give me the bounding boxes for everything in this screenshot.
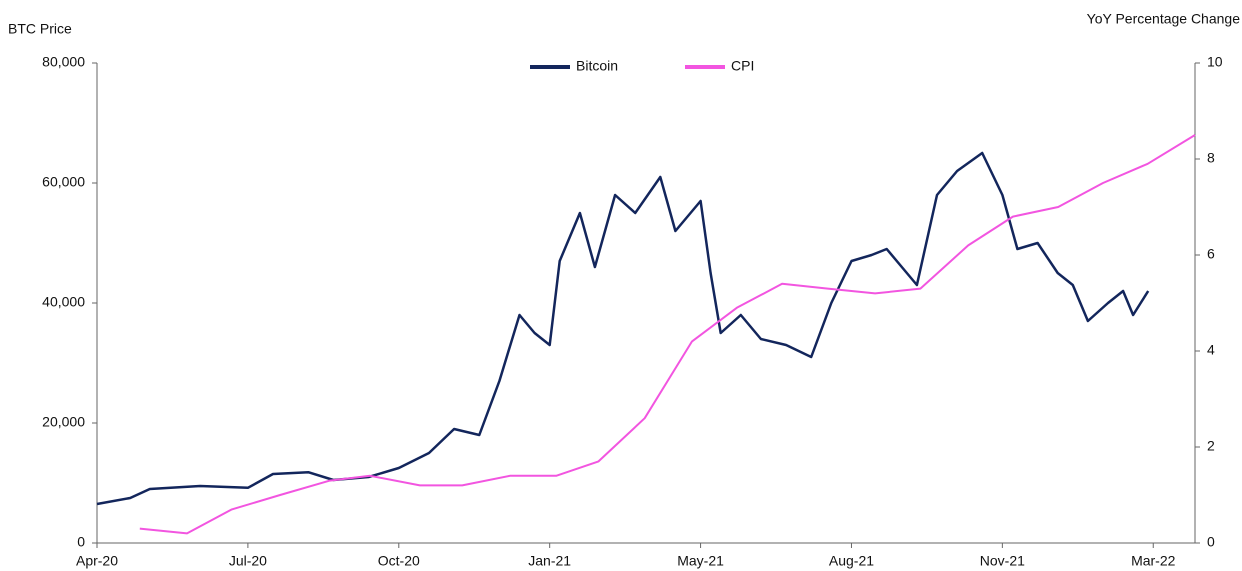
x-tick-label: Jul-20 [229,553,267,569]
y2-tick-label: 0 [1207,534,1215,550]
x-tick-label: Nov-21 [980,553,1025,569]
x-tick-label: Jan-21 [528,553,571,569]
series-line [96,151,1150,506]
y2-tick-label: 4 [1207,342,1215,358]
series-line [139,134,1196,535]
x-tick-label: Mar-22 [1131,553,1176,569]
x-tick-label: Oct-20 [378,553,420,569]
legend-label: CPI [731,58,754,74]
x-tick-label: Apr-20 [76,553,118,569]
y2-axis-title: YoY Percentage Change [1087,11,1241,27]
y-tick-label: 60,000 [42,174,85,190]
y2-tick-label: 6 [1207,246,1215,262]
x-tick-label: Aug-21 [829,553,874,569]
y-tick-label: 20,000 [42,414,85,430]
legend-label: Bitcoin [576,58,618,74]
y-tick-label: 40,000 [42,294,85,310]
y-tick-label: 80,000 [42,54,85,70]
y-axis-title: BTC Price [8,21,72,37]
y2-tick-label: 10 [1207,54,1223,70]
y-tick-label: 0 [77,534,85,550]
x-tick-label: May-21 [677,553,724,569]
y2-tick-label: 2 [1207,438,1215,454]
y2-tick-label: 8 [1207,150,1215,166]
